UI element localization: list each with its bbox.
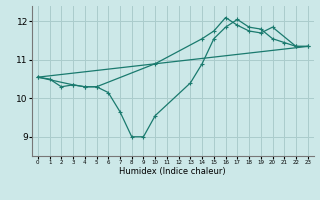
X-axis label: Humidex (Indice chaleur): Humidex (Indice chaleur) (119, 167, 226, 176)
